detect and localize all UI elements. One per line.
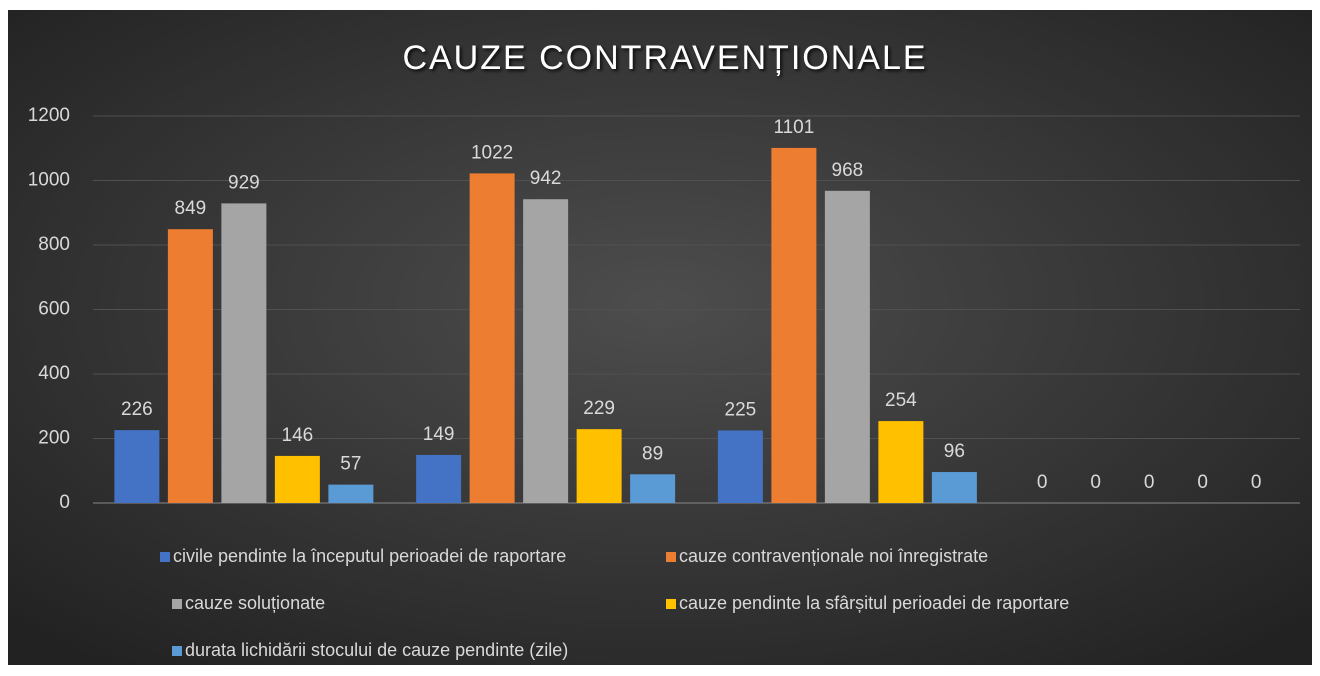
legend-label: durata lichidării stocului de cauze pend… bbox=[185, 640, 568, 660]
bar bbox=[576, 429, 622, 503]
data-label: 0 bbox=[1144, 472, 1155, 493]
data-label: 0 bbox=[1090, 472, 1101, 493]
data-label: 96 bbox=[944, 441, 965, 462]
legend-label: cauze soluționate bbox=[185, 593, 325, 613]
bar bbox=[630, 474, 676, 503]
data-label: 229 bbox=[583, 398, 615, 419]
bar bbox=[114, 430, 160, 503]
bar bbox=[824, 190, 870, 503]
bar bbox=[931, 472, 977, 503]
y-tick-label: 1200 bbox=[28, 105, 70, 126]
y-tick-label: 0 bbox=[59, 492, 70, 513]
data-label: 254 bbox=[885, 390, 917, 411]
data-label: 0 bbox=[1037, 472, 1048, 493]
data-label: 929 bbox=[228, 172, 260, 193]
bar bbox=[274, 455, 320, 503]
data-label: 1101 bbox=[773, 117, 814, 138]
bar bbox=[717, 430, 763, 503]
data-label: 149 bbox=[423, 424, 455, 445]
data-label: 225 bbox=[725, 399, 757, 420]
chart-title: CAUZE CONTRAVENȚIONALE bbox=[402, 39, 927, 77]
bar bbox=[221, 203, 267, 503]
legend-label: civile pendinte la începutul perioadei d… bbox=[173, 546, 566, 566]
legend-marker bbox=[172, 646, 182, 656]
data-label: 0 bbox=[1197, 472, 1208, 493]
bar bbox=[771, 147, 817, 504]
data-label: 57 bbox=[340, 454, 361, 475]
y-tick-label: 800 bbox=[38, 234, 70, 255]
bar bbox=[167, 229, 213, 503]
legend-marker bbox=[666, 552, 676, 562]
bar bbox=[523, 199, 569, 503]
legend-label: cauze pendinte la sfârșitul perioadei de… bbox=[679, 593, 1069, 613]
data-label: 146 bbox=[282, 425, 314, 446]
y-tick-label: 200 bbox=[38, 428, 70, 449]
data-label: 0 bbox=[1251, 472, 1262, 493]
data-label: 942 bbox=[530, 168, 562, 189]
bar bbox=[878, 421, 924, 503]
data-label: 849 bbox=[175, 198, 207, 219]
y-tick-label: 400 bbox=[38, 363, 70, 384]
legend-marker bbox=[666, 599, 676, 609]
bar bbox=[469, 173, 515, 503]
bar bbox=[416, 454, 462, 503]
data-label: 89 bbox=[642, 443, 663, 464]
data-label: 1022 bbox=[471, 142, 513, 163]
legend-marker bbox=[160, 552, 170, 562]
data-label: 226 bbox=[121, 399, 153, 420]
bar bbox=[328, 484, 374, 503]
y-tick-label: 1000 bbox=[28, 170, 70, 191]
legend-marker bbox=[172, 599, 182, 609]
legend-label: cauze contravenționale noi înregistrate bbox=[679, 546, 988, 566]
y-tick-label: 600 bbox=[38, 299, 70, 320]
data-label: 968 bbox=[832, 160, 864, 181]
